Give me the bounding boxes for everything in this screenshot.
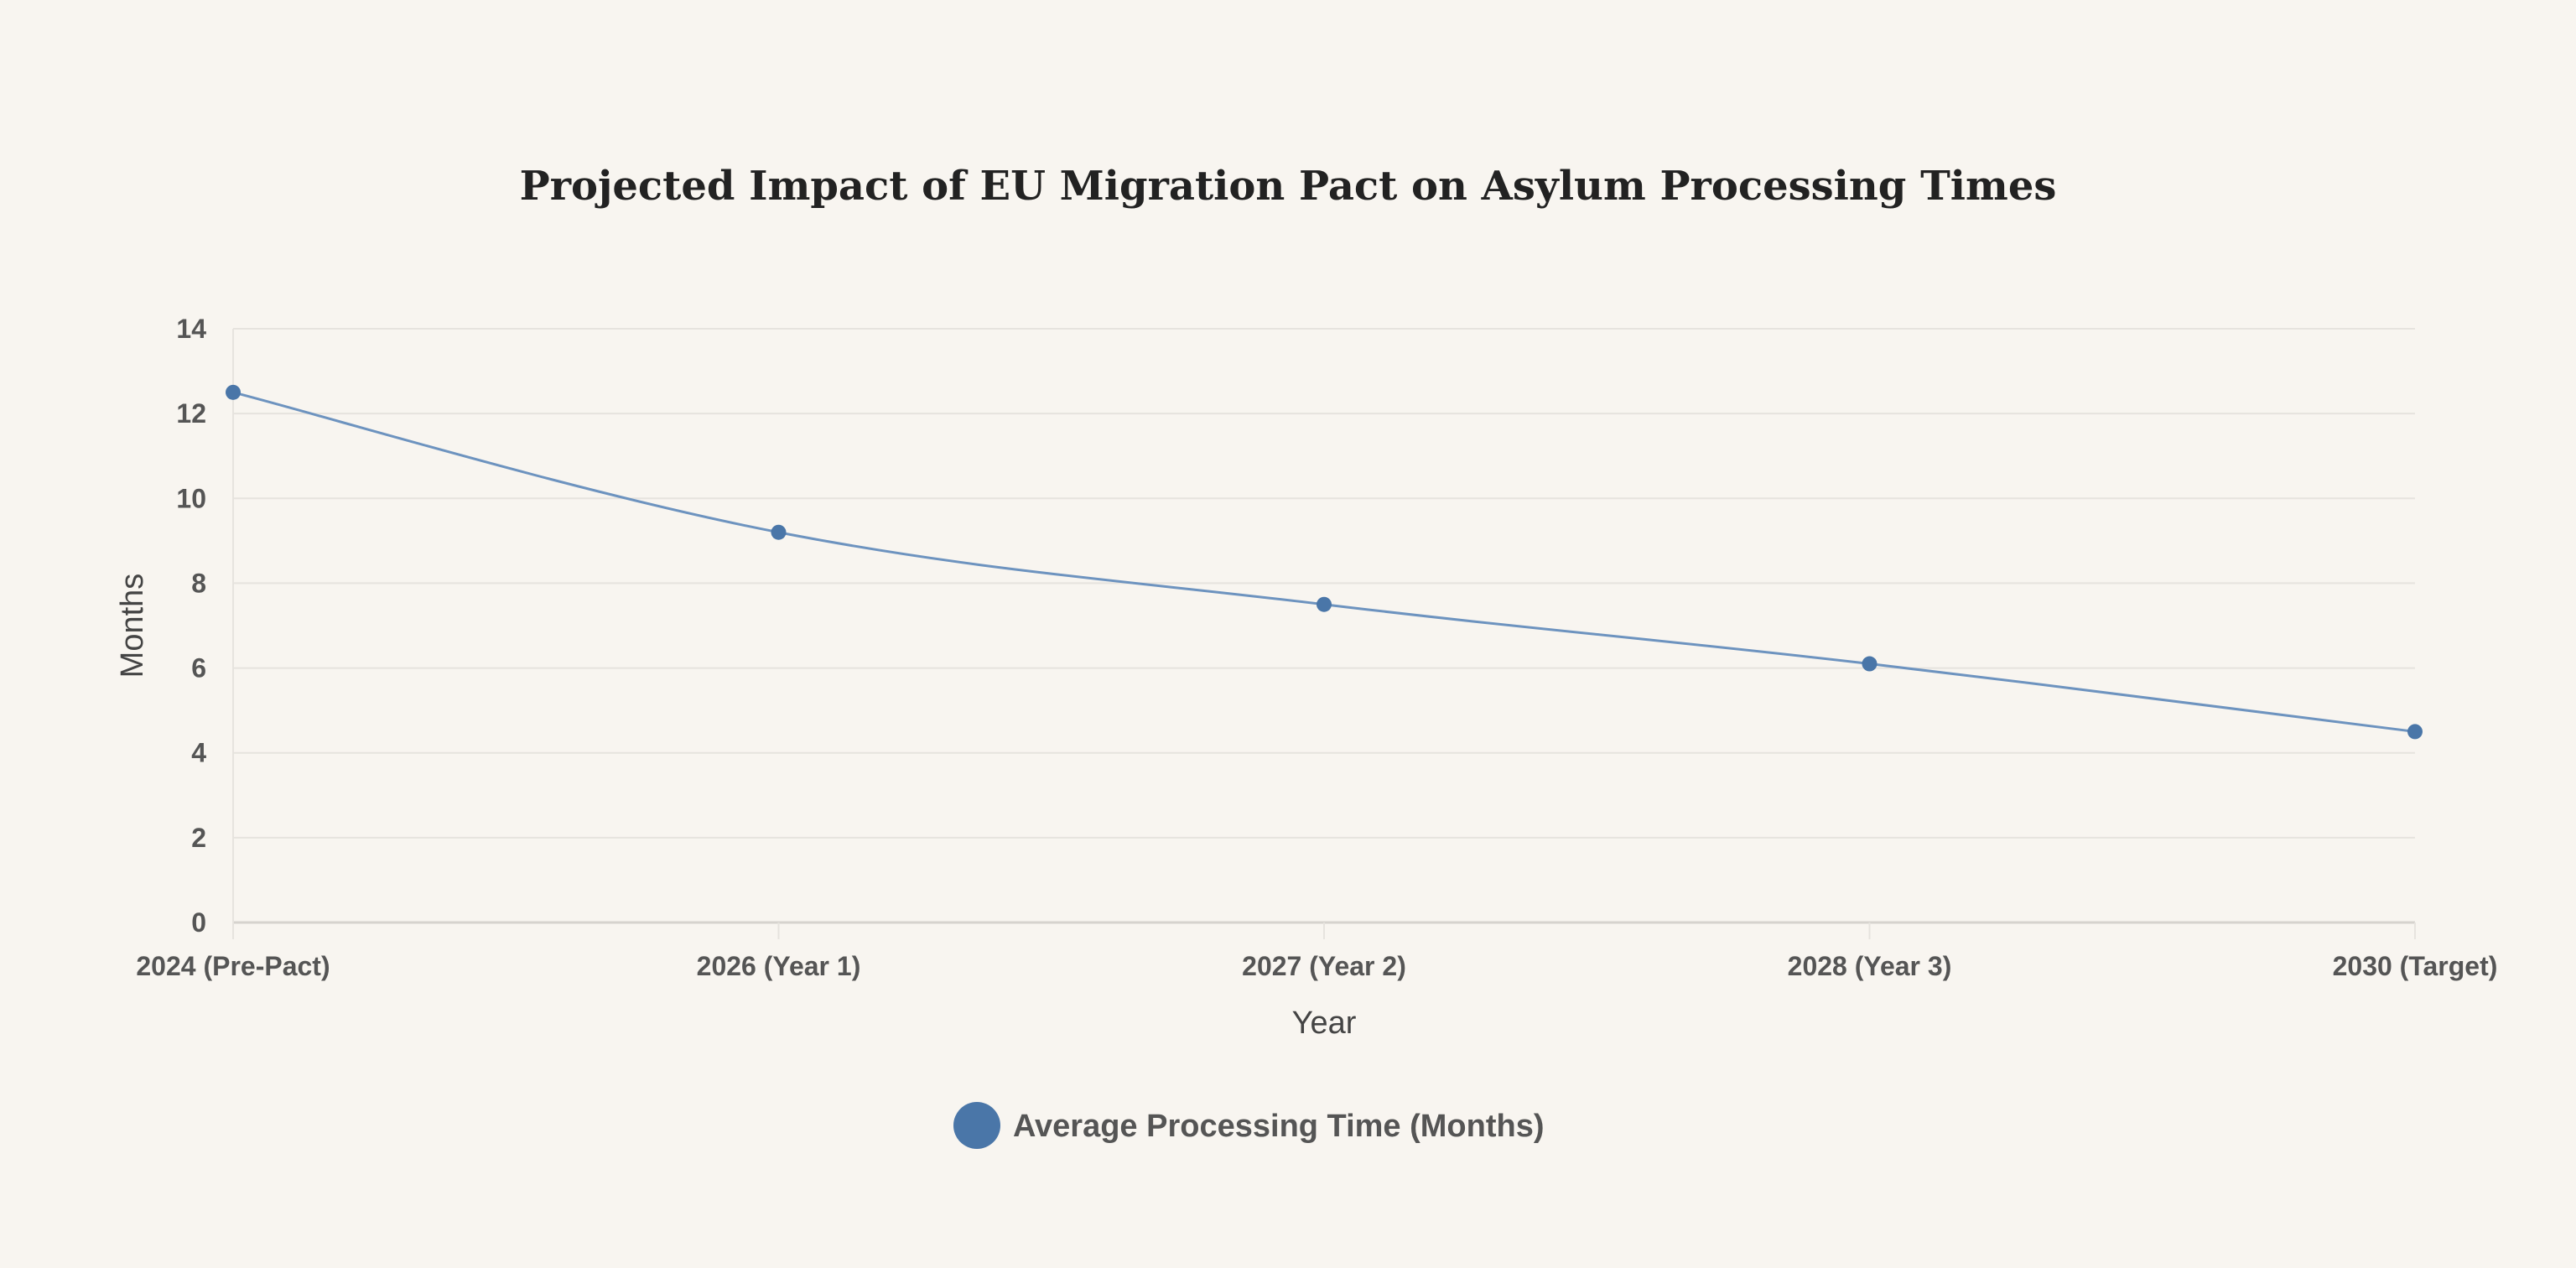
data-point — [2407, 724, 2423, 740]
y-tick-label: 0 — [191, 907, 206, 938]
x-tick-label: 2030 (Target) — [2333, 951, 2498, 981]
x-tick-label: 2028 (Year 3) — [1788, 951, 1952, 981]
y-axis-label: Months — [115, 574, 150, 678]
gridlines — [232, 328, 2416, 939]
y-tick-label: 10 — [176, 483, 206, 513]
y-tick-label: 14 — [176, 314, 206, 344]
x-tick-label: 2027 (Year 2) — [1242, 951, 1406, 981]
data-point — [771, 524, 787, 540]
series-average-processing-time — [226, 384, 2423, 740]
y-tick-label: 4 — [191, 738, 206, 768]
data-point — [226, 384, 241, 400]
y-tick-label: 2 — [191, 823, 206, 853]
x-axis-ticks: 2024 (Pre-Pact) 2026 (Year 1) 2027 (Year 2… — [136, 951, 2497, 981]
legend-label: Average Processing Time (Months) — [1013, 1109, 1545, 1144]
series-line — [232, 391, 2416, 733]
y-axis-ticks: 0 2 4 6 8 10 12 14 — [176, 314, 206, 938]
y-tick-label: 12 — [176, 398, 206, 429]
chart-title: Projected Impact of EU Migration Pact on… — [520, 163, 2057, 210]
y-tick-label: 8 — [191, 568, 206, 598]
legend-swatch-icon — [953, 1102, 1000, 1149]
data-point — [1317, 596, 1332, 612]
x-tick-label: 2026 (Year 1) — [697, 951, 861, 981]
data-point — [1862, 656, 1877, 672]
legend[interactable]: Average Processing Time (Months) — [953, 1102, 1545, 1149]
y-tick-label: 6 — [191, 653, 206, 683]
x-tick-label: 2024 (Pre-Pact) — [136, 951, 330, 981]
x-axis-label: Year — [1292, 1006, 1357, 1041]
